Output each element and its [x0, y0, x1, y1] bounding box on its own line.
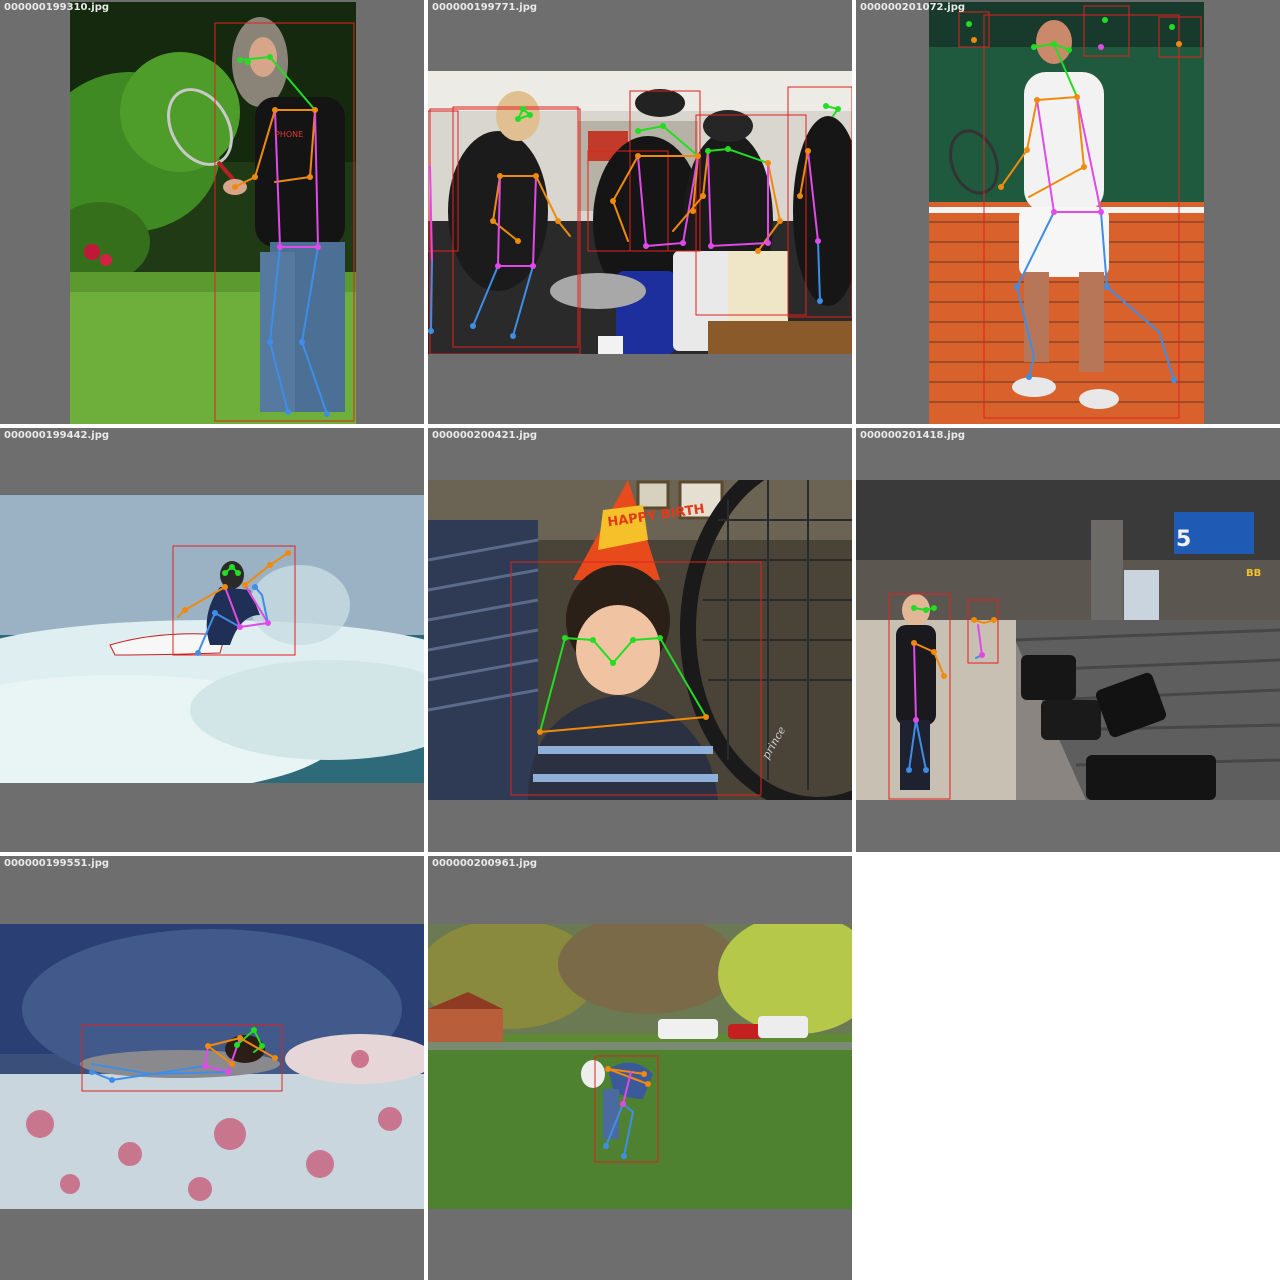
- tile-6: 000000201418.jpg: [856, 428, 1280, 852]
- tile-2: 000000199771.jpg: [428, 0, 852, 424]
- tile-photo: HAPPY BIRTH prince: [428, 480, 852, 800]
- tile-photo: 5 BB: [856, 480, 1280, 800]
- photo-scene: [428, 924, 852, 1209]
- tile-filename: 000000200961.jpg: [432, 858, 538, 869]
- photo-scene: [929, 2, 1204, 424]
- photo-scene: [428, 71, 852, 354]
- tile-filename: 000000201418.jpg: [860, 430, 966, 441]
- tile-photo: [428, 71, 852, 354]
- photo-scene: [0, 495, 424, 783]
- sign-text: BB: [1246, 568, 1261, 579]
- tile-filename: 000000199310.jpg: [4, 2, 110, 13]
- carousel-number: 5: [1176, 527, 1191, 552]
- tile-photo: [0, 495, 424, 783]
- tile-photo: [428, 924, 852, 1209]
- tile-8: 000000200961.jpg: [428, 856, 852, 1280]
- tile-7: 000000199551.jpg: [0, 856, 424, 1280]
- tile-1: 000000199310.jpg: [0, 0, 424, 424]
- tile-4: 000000199442.jpg: [0, 428, 424, 852]
- photo-scene: 5 BB: [856, 480, 1280, 800]
- tile-photo: PHONE: [70, 2, 356, 424]
- photo-scene: HAPPY BIRTH prince: [428, 480, 852, 800]
- tile-5: 000000200421.jpg: [428, 428, 852, 852]
- tile-filename: 000000199551.jpg: [4, 858, 110, 869]
- photo-scene: PHONE: [70, 2, 356, 424]
- tile-photo: [0, 924, 424, 1209]
- tile-filename: 000000201072.jpg: [860, 2, 966, 13]
- shirt-text: PHONE: [275, 130, 303, 139]
- tile-3: 000000201072.jpg: [856, 0, 1280, 424]
- tile-filename: 000000199771.jpg: [432, 2, 538, 13]
- photo-scene: [0, 924, 424, 1209]
- tile-photo: [929, 2, 1204, 424]
- tile-filename: 000000200421.jpg: [432, 430, 538, 441]
- tile-filename: 000000199442.jpg: [4, 430, 110, 441]
